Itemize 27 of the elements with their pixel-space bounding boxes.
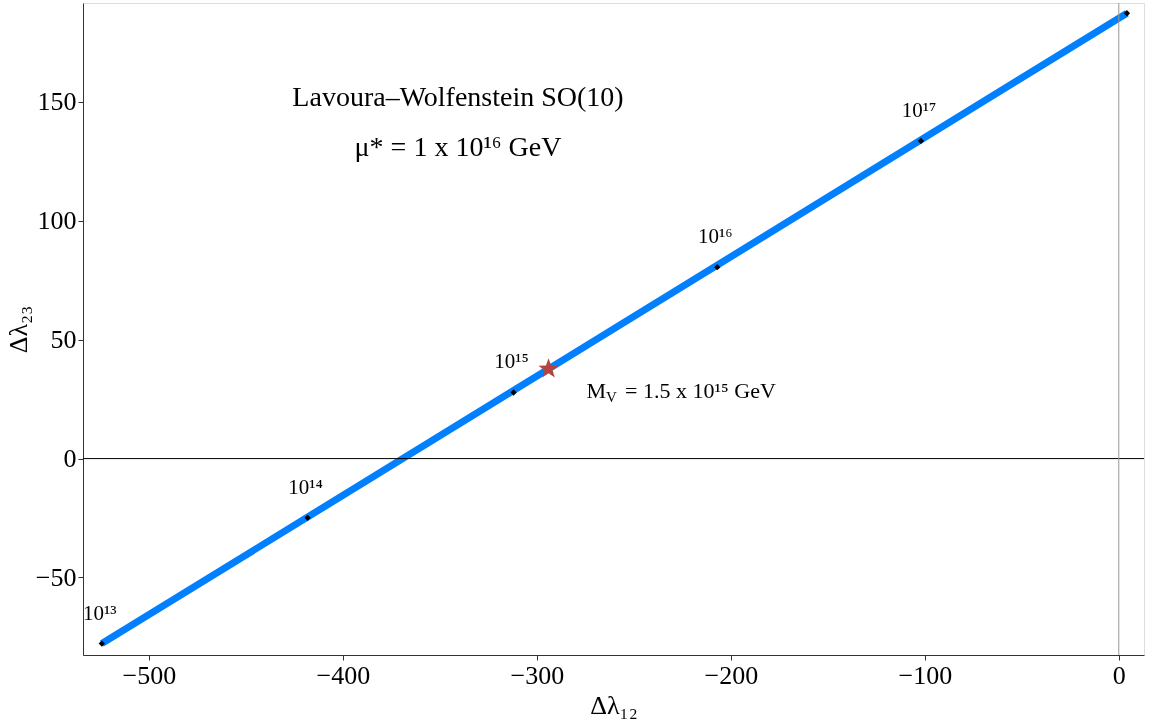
point — [917, 137, 925, 145]
point — [538, 358, 559, 378]
x-tick-label: 0 — [1112, 660, 1126, 690]
y-tick-label: 100 — [37, 206, 77, 236]
x-tick-label: −500 — [122, 660, 177, 690]
y-tick-label: 50 — [50, 325, 77, 355]
point — [510, 389, 517, 396]
x-tick-label: −300 — [510, 660, 565, 690]
annotation: Lavoura–Wolfenstein SO(10) — [292, 81, 624, 112]
annotation: 10¹⁶ — [697, 224, 733, 249]
annotation: 10¹⁴ — [288, 474, 323, 499]
point — [1123, 10, 1131, 17]
point — [98, 640, 105, 647]
point — [714, 264, 721, 271]
y-tick-label: 150 — [37, 87, 77, 117]
annotation: 10¹⁷ — [901, 97, 937, 122]
y-tick-label: 0 — [63, 444, 77, 474]
annotation: μ* = 1 x 10¹⁶ GeV — [354, 131, 562, 162]
y-tick-label: −50 — [35, 562, 77, 592]
x-tick-label: −400 — [316, 660, 371, 690]
y-axis-title: Δλ₂₃ — [3, 305, 33, 354]
point — [304, 514, 311, 521]
annotation: 10¹³ — [83, 600, 117, 625]
x-tick-label: −100 — [898, 660, 953, 690]
annotation: 10¹⁵ — [494, 349, 529, 374]
x-tick-label: −200 — [704, 660, 759, 690]
x-axis-title: Δλ₁₂ — [590, 690, 638, 720]
